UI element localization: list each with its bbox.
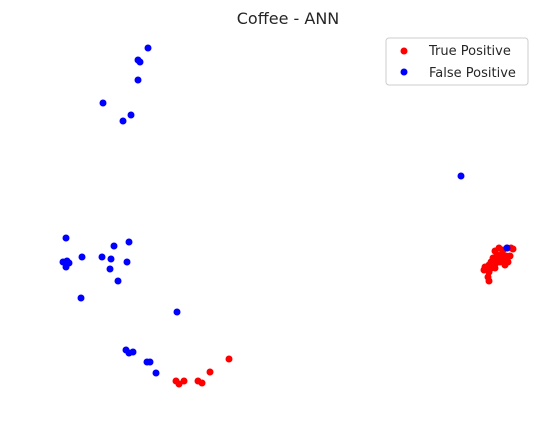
legend-label-false-positive: False Positive [429,66,516,81]
points-layer [60,45,517,388]
point-true-positive [502,262,509,269]
point-false-positive [99,254,106,261]
point-true-positive [226,356,233,363]
point-true-positive [486,278,493,285]
point-false-positive [137,59,144,66]
point-false-positive [458,173,465,180]
series-true-positive [173,245,517,388]
point-false-positive [126,239,133,246]
point-false-positive [120,118,127,125]
point-false-positive [115,278,122,285]
legend: True Positive False Positive [386,38,528,85]
point-false-positive [100,100,107,107]
point-false-positive [107,266,114,273]
point-false-positive [153,370,160,377]
series-false-positive [60,45,511,377]
point-false-positive [128,112,135,119]
legend-marker-false-positive [401,69,408,76]
point-false-positive [63,264,70,271]
point-true-positive [492,265,499,272]
point-true-positive [199,380,206,387]
point-false-positive [108,256,115,263]
point-false-positive [135,77,142,84]
point-true-positive [181,378,188,385]
point-false-positive [79,254,86,261]
point-false-positive [145,45,152,52]
point-true-positive [507,253,514,260]
point-false-positive [124,259,131,266]
point-true-positive [510,246,517,253]
point-true-positive [207,369,214,376]
point-false-positive [78,295,85,302]
legend-marker-true-positive [401,48,408,55]
point-false-positive [63,235,70,242]
point-false-positive [174,309,181,316]
point-false-positive [130,349,137,356]
legend-label-true-positive: True Positive [428,44,511,59]
point-false-positive [147,359,154,366]
chart-title: Coffee - ANN [237,9,340,28]
point-false-positive [504,245,511,252]
point-false-positive [111,243,118,250]
